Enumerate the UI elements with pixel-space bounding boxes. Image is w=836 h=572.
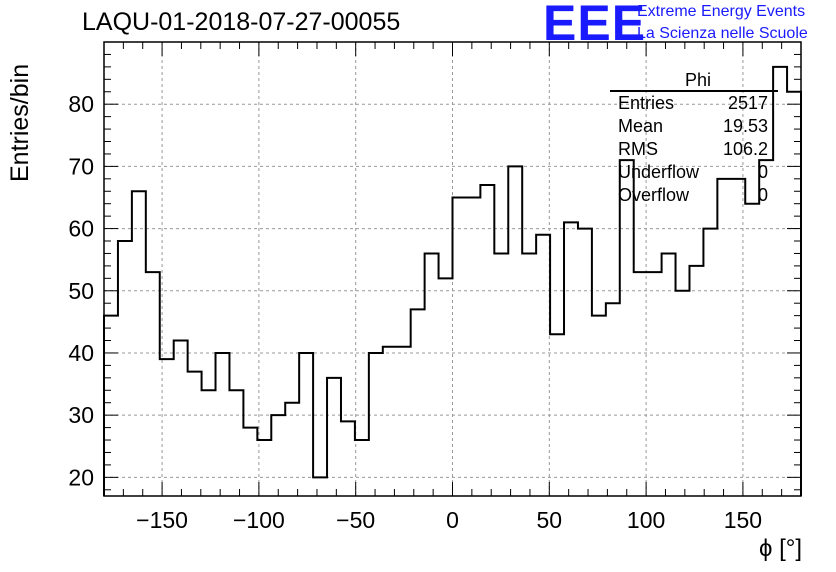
histogram-bin [717, 179, 731, 496]
histogram-bin [397, 347, 411, 496]
histogram-bin [703, 229, 717, 496]
histogram-bin [104, 316, 118, 496]
histogram-bin [522, 253, 536, 496]
histogram-bin [216, 353, 230, 496]
histogram-bin [662, 253, 676, 496]
histogram-bin [676, 291, 690, 496]
stats-value: 0 [757, 162, 768, 182]
histogram-bin [229, 390, 243, 496]
eee-logo: EEE [543, 0, 647, 51]
histogram-bin [411, 309, 425, 496]
stats-title: Phi [610, 70, 778, 92]
histogram-bin [578, 229, 592, 496]
stats-row-rms: RMS 106.2 [610, 138, 778, 161]
x-tick-label: 0 [446, 507, 459, 533]
histogram-bin [271, 415, 285, 496]
stats-value: 19.53 [722, 116, 768, 136]
histogram-bin [606, 303, 620, 496]
y-tick-label: 50 [68, 278, 94, 304]
histogram-bin [536, 235, 550, 496]
histogram-bin [243, 428, 257, 496]
logo-line-1: Extreme Energy Events [637, 3, 806, 20]
stats-row-mean: Mean 19.53 [610, 115, 778, 138]
histogram-bin [634, 272, 648, 496]
histogram-bin [118, 241, 132, 496]
stats-row-underflow: Underflow 0 [610, 161, 778, 184]
histogram-bin [383, 347, 397, 496]
histogram-bin [508, 166, 522, 496]
histogram-bin [132, 191, 146, 496]
x-axis-label: ϕ [°] [758, 535, 802, 562]
stats-label: Underflow [618, 162, 700, 182]
x-tick-label: 100 [627, 507, 665, 533]
y-tick-label: 80 [68, 91, 94, 117]
histogram-bin [759, 160, 773, 496]
histogram-bin [299, 353, 313, 496]
axes: −150 −100 −50 0 50 100 150 20 30 40 50 60 70 80 [68, 41, 802, 533]
histogram-bin [327, 378, 341, 496]
histogram-bin [620, 160, 634, 496]
stats-row-overflow: Overflow 0 [610, 184, 778, 207]
histogram-bin [369, 353, 383, 496]
y-tick-label: 30 [68, 402, 94, 428]
histogram-bin [257, 440, 271, 496]
y-tick-label: 70 [68, 153, 94, 179]
histogram-bin [341, 421, 355, 496]
logo-line-2: La Scienza nelle Scuole [637, 25, 808, 42]
y-tick-label: 60 [68, 216, 94, 242]
histogram-bin [439, 278, 453, 496]
histogram-bin [745, 204, 759, 496]
stats-box: Phi Entries 2517 Mean 19.53 RMS 106.2 Un… [610, 70, 778, 207]
histogram-bin [313, 477, 327, 496]
histogram-bin [550, 334, 564, 496]
histogram-bin [285, 403, 299, 496]
histogram-bin [787, 92, 801, 496]
stats-value: 0 [757, 185, 768, 205]
stats-value: 2517 [727, 93, 768, 113]
stats-label: Entries [618, 93, 675, 113]
histogram-bin [146, 272, 160, 496]
histogram-bin [494, 253, 508, 496]
x-tick-label: −50 [336, 507, 375, 533]
histogram-bin [466, 197, 480, 496]
histogram-bin [425, 253, 439, 496]
y-axis-label: Entries/bin [6, 63, 34, 182]
histogram-line [103, 65, 802, 496]
histogram-bin [188, 372, 202, 496]
histogram-bin [648, 272, 662, 496]
histogram-bin [480, 185, 494, 496]
histogram-bin [160, 359, 174, 496]
histogram-bin [592, 316, 606, 496]
histogram-bin [731, 179, 745, 496]
x-tick-label: 50 [537, 507, 563, 533]
histogram-bin [689, 266, 703, 496]
histogram-bin [174, 341, 188, 496]
histogram-bin [202, 390, 216, 496]
stats-value: 106.2 [722, 139, 768, 159]
x-tick-label: 150 [724, 507, 762, 533]
y-tick-label: 20 [68, 464, 94, 490]
histogram-series [103, 65, 802, 496]
y-tick-label: 40 [68, 340, 94, 366]
x-tick-label: −100 [233, 507, 285, 533]
histogram-bin [564, 222, 578, 496]
stats-label: Mean [618, 116, 664, 136]
stats-label: Overflow [618, 185, 690, 205]
histogram-bin [355, 440, 369, 496]
chart-title: LAQU-01-2018-07-27-00055 [82, 8, 401, 36]
histogram-bin [453, 197, 467, 496]
stats-label: RMS [618, 139, 658, 159]
stats-row-entries: Entries 2517 [610, 92, 778, 115]
x-tick-label: −150 [136, 507, 188, 533]
